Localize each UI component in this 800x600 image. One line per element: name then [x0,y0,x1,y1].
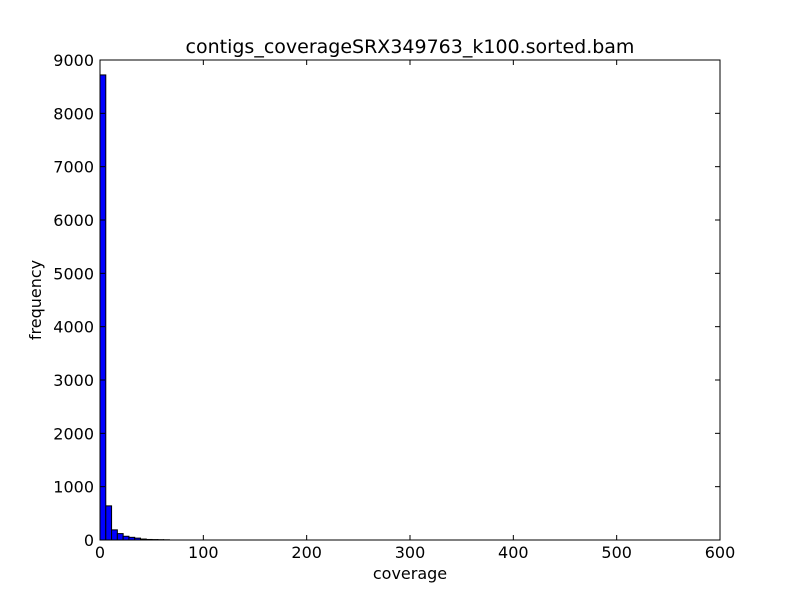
histogram-bar [111,529,118,541]
x-axis: 0 100 200 300 400 500 600 [95,60,735,562]
y-tick-label: 2000 [53,424,94,443]
chart-title: contigs_coverageSRX349763_k100.sorted.ba… [186,36,635,58]
histogram-bar [122,535,130,541]
y-tick-label: 9000 [53,51,94,70]
y-tick-label: 3000 [53,371,94,390]
x-axis-label: coverage [373,564,447,583]
x-tick-label: 300 [395,543,426,562]
bars-group [99,74,170,541]
x-tick-label: 200 [291,543,322,562]
y-tick-label: 6000 [53,211,94,230]
x-tick-label: 400 [498,543,529,562]
y-tick-label: 4000 [53,318,94,337]
y-tick-label: 8000 [53,104,94,123]
y-tick-label: 7000 [53,158,94,177]
y-tick-label: 5000 [53,264,94,283]
y-axis: 0 1000 2000 3000 4000 5000 6000 7000 8000 9000 [53,51,720,550]
x-tick-label: 0 [95,543,105,562]
histogram-bar [99,74,107,541]
x-tick-label: 600 [705,543,736,562]
plot-frame [99,59,721,541]
x-tick-label: 100 [188,543,219,562]
histogram-bar [116,533,124,541]
x-tick-label: 500 [601,543,632,562]
y-tick-label: 1000 [53,478,94,497]
y-axis-label: frequency [26,260,45,340]
histogram-bar [105,505,113,541]
y-tick-label: 0 [84,531,94,550]
